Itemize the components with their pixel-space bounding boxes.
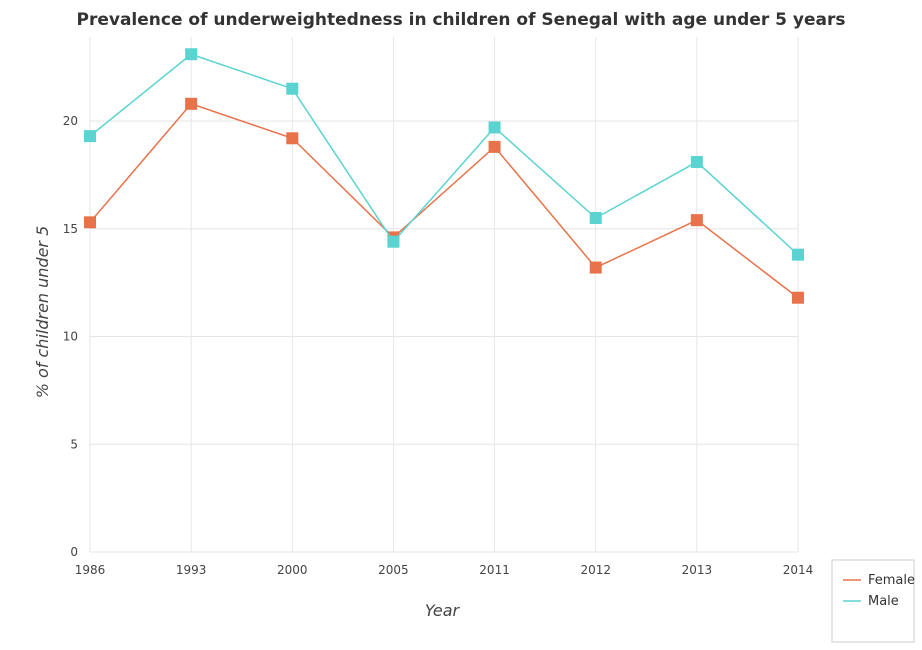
x-tick-label: 2005 [378,563,409,577]
legend-label-male: Male [868,594,899,609]
y-tick-label: 5 [70,437,78,451]
point-male-2013 [690,155,703,168]
x-tick-label: 2000 [277,563,308,577]
point-female-1986 [84,216,96,229]
point-female-2014 [792,291,804,304]
chart-title: Prevalence of underweightedness in child… [76,10,845,30]
point-male-2000 [286,82,299,95]
y-tick-label: 15 [63,222,78,236]
x-tick-label: 2011 [479,563,510,577]
point-female-2000 [286,132,299,145]
point-male-2014 [792,248,804,261]
legend-label-female: Female [868,573,915,588]
series-line-female [89,102,799,299]
x-axis-label: Year [425,601,461,620]
y-tick-label: 0 [70,545,78,559]
x-tick-labels: 1986 1993 2000 2005 2011 2012 2013 2014 [75,563,814,577]
y-axis-label: % of children under 5 [33,226,52,399]
y-tick-label: 10 [63,330,78,344]
point-male-2011 [488,121,501,134]
point-male-1986 [84,130,96,143]
point-male-1993 [185,48,198,61]
x-tick-label: 2014 [783,563,814,577]
point-male-2012 [589,212,602,225]
series [84,48,804,304]
y-tick-label: 20 [63,114,78,128]
point-male-2005 [387,235,400,248]
point-female-2013 [690,214,703,227]
x-tick-label: 2012 [580,563,611,577]
y-tick-labels: 0 5 10 15 20 [63,114,78,559]
x-tick-label: 2013 [682,563,713,577]
series-line-male [89,53,799,256]
legend: Female Male [831,559,915,643]
point-female-2011 [488,140,501,153]
x-tick-label: 1986 [75,563,106,577]
point-female-1993 [185,97,198,110]
x-tick-label: 1993 [176,563,207,577]
point-female-2012 [589,261,602,274]
grid [89,37,799,553]
